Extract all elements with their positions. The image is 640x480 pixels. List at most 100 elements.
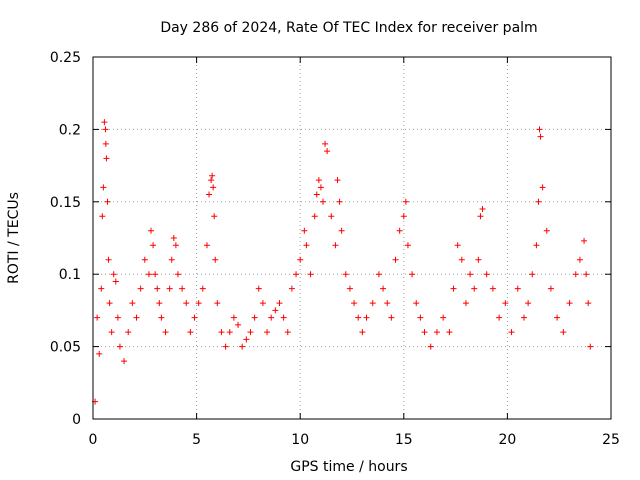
data-point (222, 343, 229, 350)
data-point (243, 336, 250, 343)
data-point (328, 213, 335, 220)
data-point (539, 184, 546, 191)
data-point (587, 343, 594, 350)
x-tick-label: 10 (291, 432, 309, 448)
data-point (99, 213, 106, 220)
data-point (110, 271, 117, 278)
data-point (264, 329, 271, 336)
data-point (417, 314, 424, 321)
data-point (585, 300, 592, 307)
data-point (255, 285, 262, 292)
data-point (210, 184, 217, 191)
data-point (183, 300, 190, 307)
x-tick-label: 0 (89, 432, 98, 448)
data-point (152, 271, 159, 278)
data-point (533, 242, 540, 249)
data-point (351, 300, 358, 307)
data-point (148, 227, 155, 234)
data-point (489, 285, 496, 292)
data-point (400, 213, 407, 220)
data-point (560, 329, 567, 336)
data-point (319, 198, 326, 205)
data-point (280, 314, 287, 321)
data-point (96, 350, 103, 357)
data-point (235, 321, 242, 328)
data-point (218, 329, 225, 336)
data-point (369, 300, 376, 307)
y-tick-label: 0.25 (50, 50, 81, 66)
data-point (537, 133, 544, 140)
data-point (104, 198, 111, 205)
data-point (98, 285, 105, 292)
data-point (334, 177, 341, 184)
data-point (303, 242, 310, 249)
data-point (170, 235, 177, 241)
data-point (427, 343, 434, 350)
data-point (284, 329, 291, 336)
x-tick-label: 5 (192, 432, 201, 448)
data-point (145, 271, 152, 278)
data-point (525, 300, 532, 307)
data-point (114, 314, 121, 321)
data-point (209, 172, 216, 179)
data-point (288, 285, 295, 292)
data-point (191, 314, 198, 321)
data-point (230, 314, 237, 321)
chart-title: Day 286 of 2024, Rate Of TEC Index for r… (160, 20, 537, 36)
x-tick-label: 20 (498, 432, 516, 448)
data-point (520, 314, 527, 321)
data-point (226, 329, 233, 336)
data-point (583, 271, 590, 278)
data-point (502, 300, 509, 307)
data-point (174, 271, 181, 278)
data-point (116, 343, 123, 350)
data-point (150, 242, 157, 249)
data-point (458, 256, 465, 263)
data-point (477, 213, 484, 220)
data-point (154, 285, 161, 292)
data-point (380, 285, 387, 292)
data-point (454, 242, 461, 249)
data-point (355, 314, 362, 321)
data-point (276, 300, 283, 307)
data-point (572, 271, 579, 278)
data-point (359, 329, 366, 336)
data-point (332, 242, 339, 249)
data-point (102, 126, 109, 133)
data-point (311, 213, 318, 220)
data-point (450, 285, 457, 292)
data-point (462, 300, 469, 307)
data-point (211, 213, 218, 220)
data-point (105, 256, 112, 263)
data-point (297, 256, 304, 263)
data-point (206, 191, 213, 198)
data-point (392, 256, 399, 263)
data-points (92, 119, 594, 405)
data-point (336, 198, 343, 205)
grid (93, 57, 611, 419)
data-point (413, 300, 420, 307)
data-point (103, 155, 110, 162)
data-point (272, 307, 279, 314)
data-point (402, 198, 409, 205)
data-point (133, 314, 140, 321)
data-point (440, 314, 447, 321)
data-point (137, 285, 144, 292)
data-point (554, 314, 561, 321)
data-point (156, 300, 163, 307)
data-point (396, 227, 403, 234)
y-tick-label: 0.1 (59, 267, 81, 283)
data-point (363, 314, 370, 321)
data-point (375, 271, 382, 278)
data-point (101, 119, 108, 126)
data-point (212, 256, 219, 263)
data-point (187, 329, 194, 336)
data-point (208, 177, 215, 184)
data-point (315, 177, 322, 184)
data-point (247, 329, 254, 336)
y-tick-label: 0.05 (50, 340, 81, 356)
data-point (535, 198, 542, 205)
data-point (317, 184, 324, 191)
data-point (496, 314, 503, 321)
